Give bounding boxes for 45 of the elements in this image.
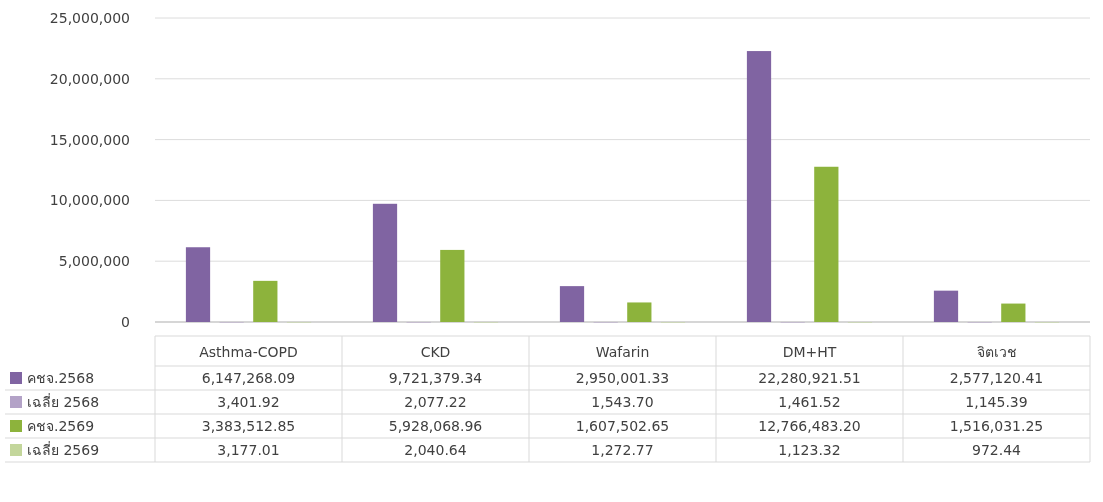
bar [814,166,839,322]
y-tick-label: 5,000,000 [58,253,130,270]
x-tick-label: CKD [420,344,451,360]
data-label: 1,607,502.65 [575,418,670,434]
data-label: 22,280,921.51 [758,370,861,386]
data-label: 1,516,031.25 [949,418,1044,434]
legend-label: เฉลี่ย 2569 [27,441,100,458]
data-label: 1,272.77 [591,442,654,458]
x-tick-label: Wafarin [595,344,650,360]
data-label: 12,766,483.20 [758,418,861,434]
x-tick-label: DM+HT [782,344,837,360]
data-label: 2,950,001.33 [575,370,670,386]
data-label: 2,577,120.41 [949,370,1044,386]
legend-label: คชจ.2569 [27,418,95,434]
data-label: 5,928,068.96 [388,418,483,434]
y-tick-label: 25,000,000 [49,10,130,26]
data-label: 1,543.70 [591,394,654,410]
data-label: 972.44 [972,442,1022,458]
y-tick-label: 0 [121,314,130,330]
data-label: 1,123.32 [778,442,841,458]
data-label: 3,383,512.85 [201,418,296,434]
data-label: 1,461.52 [778,394,841,410]
bar [440,249,465,322]
y-tick-label: 20,000,000 [49,70,130,87]
bar [933,290,959,322]
bar [559,286,585,322]
bar [253,280,278,322]
bar [746,51,772,322]
data-label: 2,077.22 [404,394,467,410]
x-tick-label: จิตเวช [976,344,1017,360]
bar [627,302,652,322]
data-label: 6,147,268.09 [201,370,296,386]
data-label: 3,401.92 [217,394,280,410]
data-label: 2,040.64 [404,442,467,458]
y-tick-label: 10,000,000 [49,192,130,209]
x-tick-label: Asthma-COPD [199,344,298,360]
legend-label: เฉลี่ย 2568 [27,393,100,410]
bar [185,247,211,322]
bar [372,203,398,322]
y-tick-label: 15,000,000 [49,131,130,148]
legend-label: คชจ.2568 [27,370,95,386]
data-label: 9,721,379.34 [388,370,483,386]
data-label: 3,177.01 [217,442,280,458]
bar [1001,303,1026,322]
data-label: 1,145.39 [965,394,1028,410]
